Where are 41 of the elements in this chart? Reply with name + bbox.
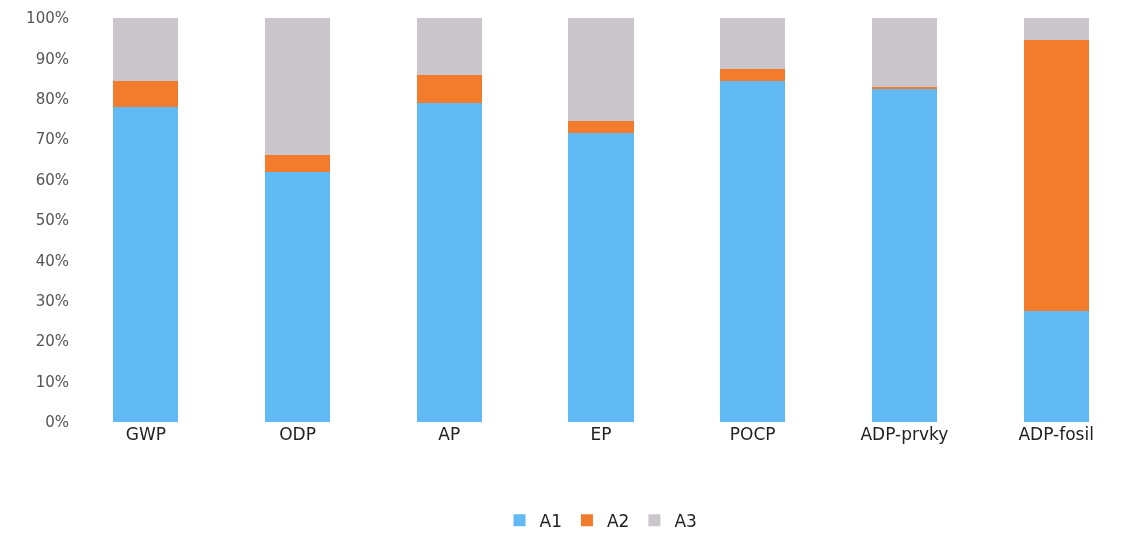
bar	[720, 18, 786, 69]
bar	[264, 18, 331, 156]
x-tick-label: ADP-fosil	[1018, 424, 1094, 444]
y-tick-label: 20%	[35, 332, 69, 351]
bar	[871, 88, 938, 422]
bar	[113, 80, 179, 107]
y-tick-label: 10%	[35, 372, 69, 391]
bar	[113, 18, 179, 81]
bar	[1023, 40, 1089, 311]
x-tick-label: AP	[438, 424, 461, 444]
bar	[264, 171, 331, 422]
x-tick-label: ADP-prvky	[860, 424, 949, 444]
bar	[1023, 310, 1089, 422]
x-tick-label: GWP	[125, 424, 166, 444]
bar	[720, 68, 786, 81]
y-tick-label: 50%	[35, 211, 69, 230]
y-tick-label: 30%	[35, 292, 69, 311]
bar	[1023, 18, 1089, 41]
y-tick-label: 70%	[35, 130, 69, 149]
y-tick-label: 0%	[45, 413, 69, 432]
y-tick-label: 100%	[26, 9, 69, 28]
bar	[416, 74, 482, 103]
bar	[568, 133, 634, 422]
bar	[568, 18, 634, 122]
legend-label: A1	[539, 510, 562, 531]
bar	[416, 102, 482, 422]
bar	[568, 121, 634, 134]
bar	[113, 106, 179, 422]
legend-label: A3	[674, 510, 697, 531]
x-tick-label: POCP	[729, 424, 776, 444]
x-tick-label: EP	[590, 424, 612, 444]
bar	[416, 18, 482, 75]
x-tick-label: ODP	[279, 424, 316, 444]
bar	[720, 80, 786, 422]
bar	[871, 18, 938, 88]
y-tick-label: 90%	[35, 49, 69, 68]
y-tick-label: 40%	[35, 251, 69, 270]
bar	[264, 155, 331, 172]
y-tick-label: 80%	[35, 90, 69, 109]
legend-label: A2	[606, 510, 630, 531]
y-tick-label: 60%	[35, 170, 69, 189]
